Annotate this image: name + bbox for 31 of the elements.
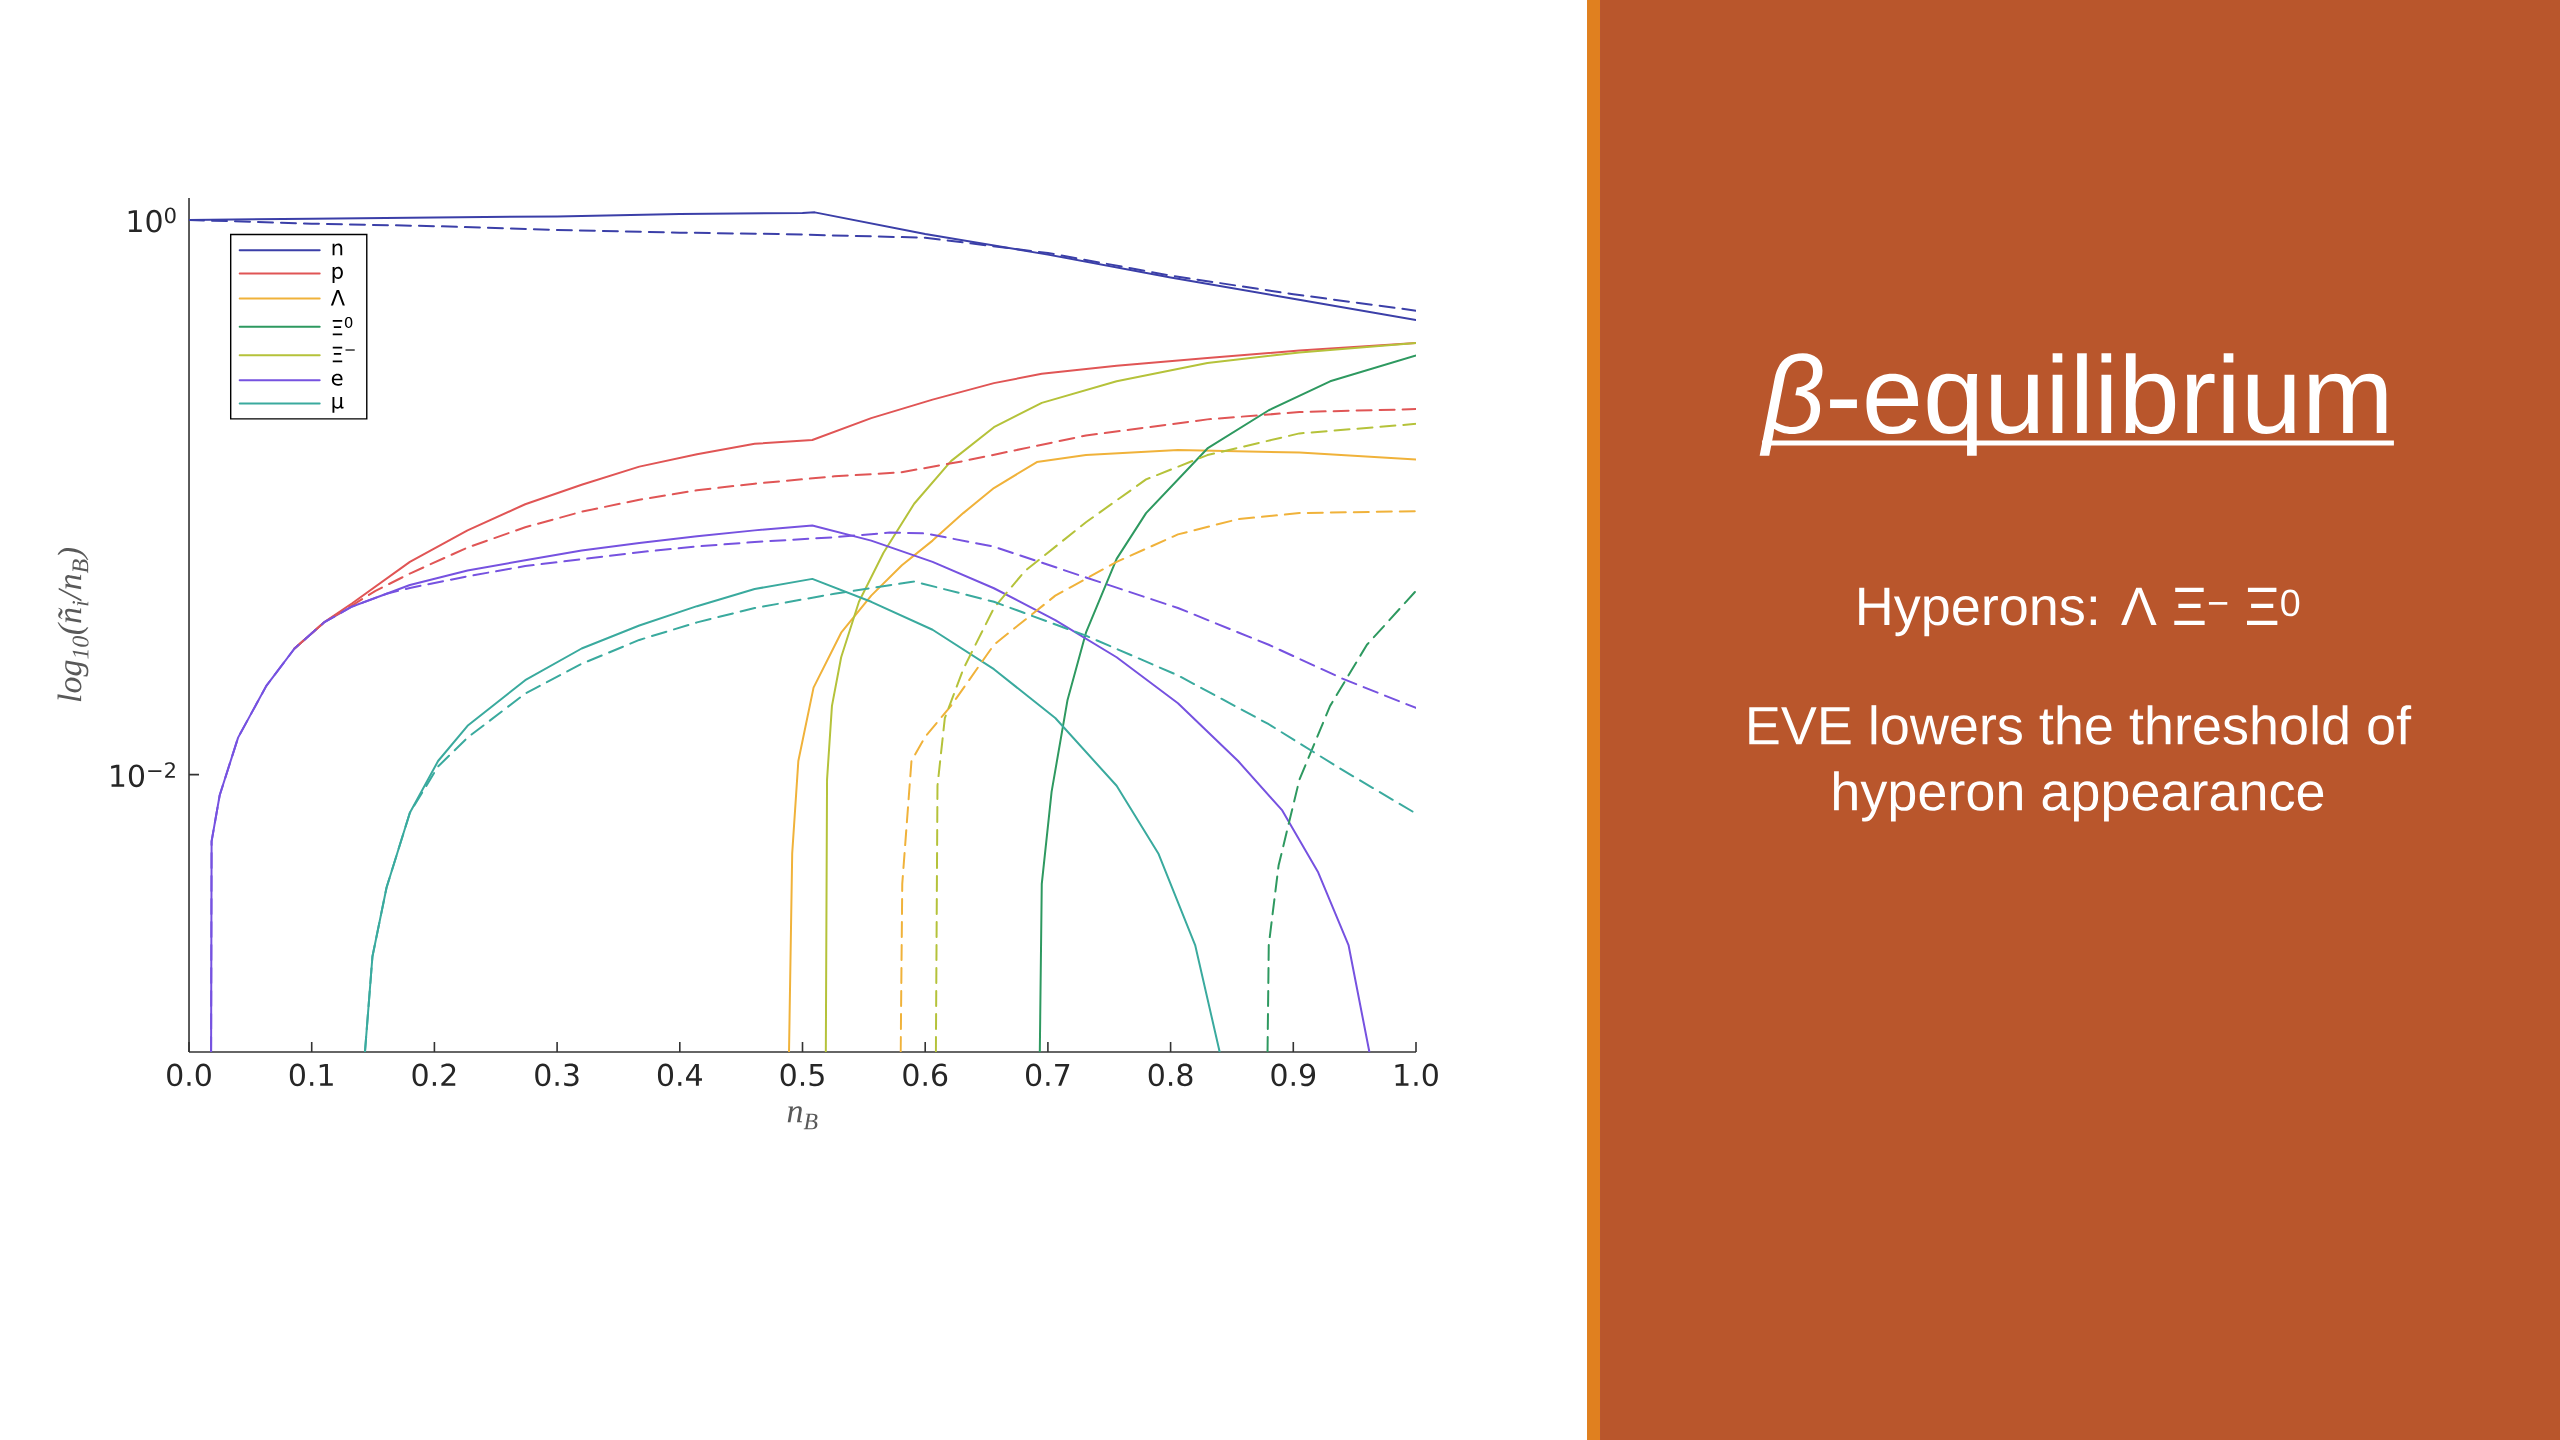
x-tick-label: 0.3 [535, 1063, 579, 1087]
text: Hyperons: Λ Ξ$^{−}$ Ξ$^{0}$ [1859, 587, 2300, 637]
x-tick-label: 0.6 [903, 1063, 948, 1087]
legend-label: μ [332, 396, 344, 413]
legend-label: Ξ$^{−}$ [332, 346, 355, 363]
y-tick-label: 10$^{0}$ [128, 207, 176, 233]
x-tick-label: 0.1 [289, 1063, 333, 1087]
x-tick-label: 1.0 [1395, 1063, 1438, 1087]
y-axis-title: log$_{10}$(ñ$_{i}$/n$_{B}$) [57, 548, 89, 702]
line-series [1266, 589, 1416, 1052]
legend-label: p [332, 266, 343, 283]
line-series [899, 510, 1416, 1052]
legend-label: e [331, 373, 343, 386]
y-tick-label: 10$^{−2}$ [111, 762, 175, 788]
line-series [1038, 354, 1416, 1052]
x-axis-title: n$_{B}$ [787, 1106, 818, 1130]
x-tick-label: 0.2 [412, 1063, 456, 1087]
x-tick-label: 0.0 [167, 1063, 211, 1087]
legend-label: Ξ$^{0}$ [332, 316, 353, 336]
line-series [824, 342, 1416, 1052]
x-tick-label: 0.9 [1271, 1063, 1316, 1087]
text: β-equilibrium [1759, 353, 2387, 456]
x-tick-label: 0.4 [657, 1063, 702, 1087]
line-series [788, 449, 1416, 1052]
line-series [934, 422, 1416, 1052]
legend-label: Λ [330, 290, 345, 306]
x-tick-label: 0.8 [1148, 1063, 1193, 1087]
text: EVE lowers the threshold of hyperon appearance [1749, 705, 2412, 822]
x-tick-label: 0.5 [780, 1063, 824, 1087]
legend-label: n [332, 243, 343, 256]
x-tick-label: 0.7 [1026, 1063, 1070, 1087]
